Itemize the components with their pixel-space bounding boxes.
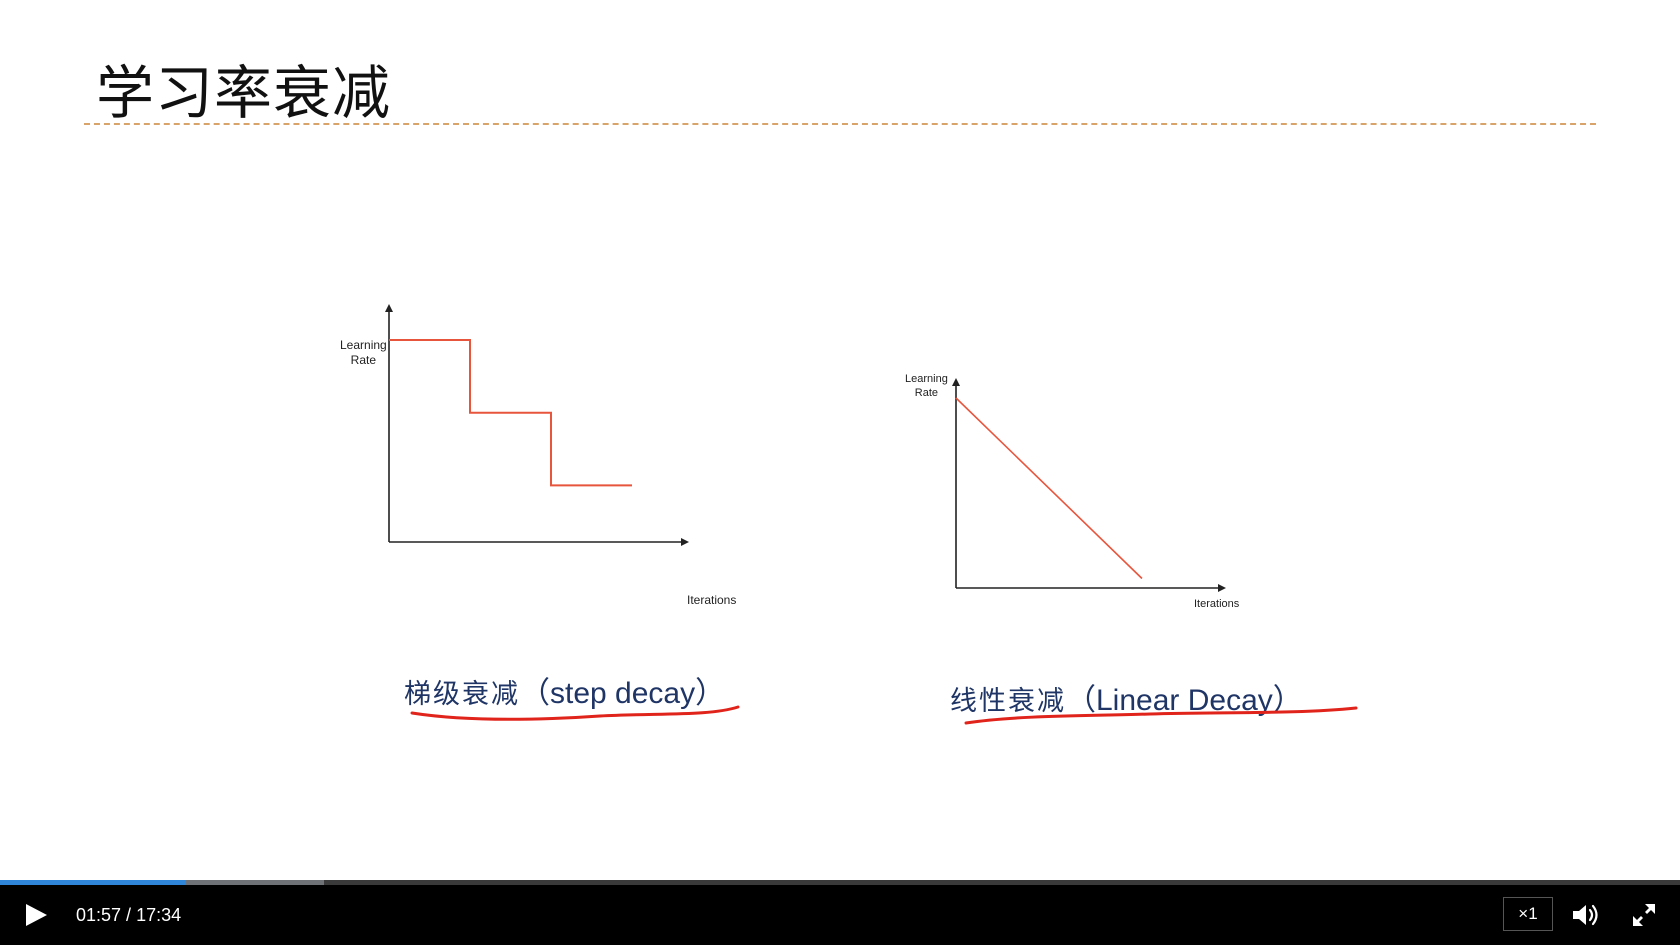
linear-decay-plot bbox=[952, 378, 1226, 592]
fullscreen-icon bbox=[1633, 904, 1655, 926]
step-decay-caption-zh: 梯级衰减 bbox=[404, 679, 520, 710]
progress-played bbox=[0, 880, 187, 885]
step-decay-axes bbox=[385, 304, 689, 546]
step-decay-y-axis-label: Learning Rate bbox=[340, 338, 387, 367]
step-decay-series-line bbox=[389, 339, 632, 487]
fullscreen-button[interactable] bbox=[1630, 901, 1658, 929]
time-display: 01:57 / 17:34 bbox=[76, 905, 181, 926]
volume-button[interactable] bbox=[1570, 900, 1602, 930]
linear-decay-y-axis-label: Learning Rate bbox=[905, 373, 948, 399]
progress-bar[interactable] bbox=[0, 880, 1680, 885]
total-time: 17:34 bbox=[136, 905, 182, 925]
step-decay-chart: Learning Rate Iterations bbox=[340, 304, 760, 620]
step-decay-underline bbox=[410, 705, 740, 721]
step-decay-caption-en: （step decay） bbox=[520, 677, 726, 710]
linear-y-arrow bbox=[952, 378, 960, 386]
player-controls: 01:57 / 17:34 ×1 bbox=[0, 885, 1680, 945]
linear-decay-chart: Learning Rate Iterations bbox=[885, 350, 1275, 620]
current-time: 01:57 bbox=[76, 905, 122, 925]
title-divider bbox=[84, 123, 1596, 125]
step-y-arrow bbox=[385, 304, 393, 312]
step-decay-x-axis-label: Iterations bbox=[687, 593, 737, 607]
play-icon bbox=[26, 904, 47, 926]
slide: 学习率衰减 Learning Rate Iterations Learning Ra… bbox=[84, 59, 1596, 725]
linear-decay-axes bbox=[952, 378, 1226, 592]
linear-decay-underline bbox=[964, 706, 1358, 725]
step-x-arrow bbox=[681, 538, 689, 546]
volume-icon bbox=[1573, 904, 1598, 926]
step-decay-caption: 梯级衰减（step decay） bbox=[404, 668, 725, 712]
linear-decay-series-line bbox=[955, 397, 1143, 580]
handwritten-underlines bbox=[410, 705, 1358, 725]
linear-decay-caption: 线性衰减（Linear Decay） bbox=[950, 675, 1303, 719]
linear-decay-x-axis-label: Iterations bbox=[1194, 598, 1240, 610]
linear-decay-caption-zh: 线性衰减 bbox=[950, 686, 1066, 717]
step-decay-plot bbox=[385, 304, 689, 546]
linear-x-arrow bbox=[1218, 584, 1226, 592]
playback-speed-button[interactable]: ×1 bbox=[1503, 897, 1553, 931]
slide-title: 学习率衰减 bbox=[96, 59, 392, 127]
time-separator: / bbox=[121, 905, 137, 925]
play-button[interactable] bbox=[22, 901, 50, 929]
